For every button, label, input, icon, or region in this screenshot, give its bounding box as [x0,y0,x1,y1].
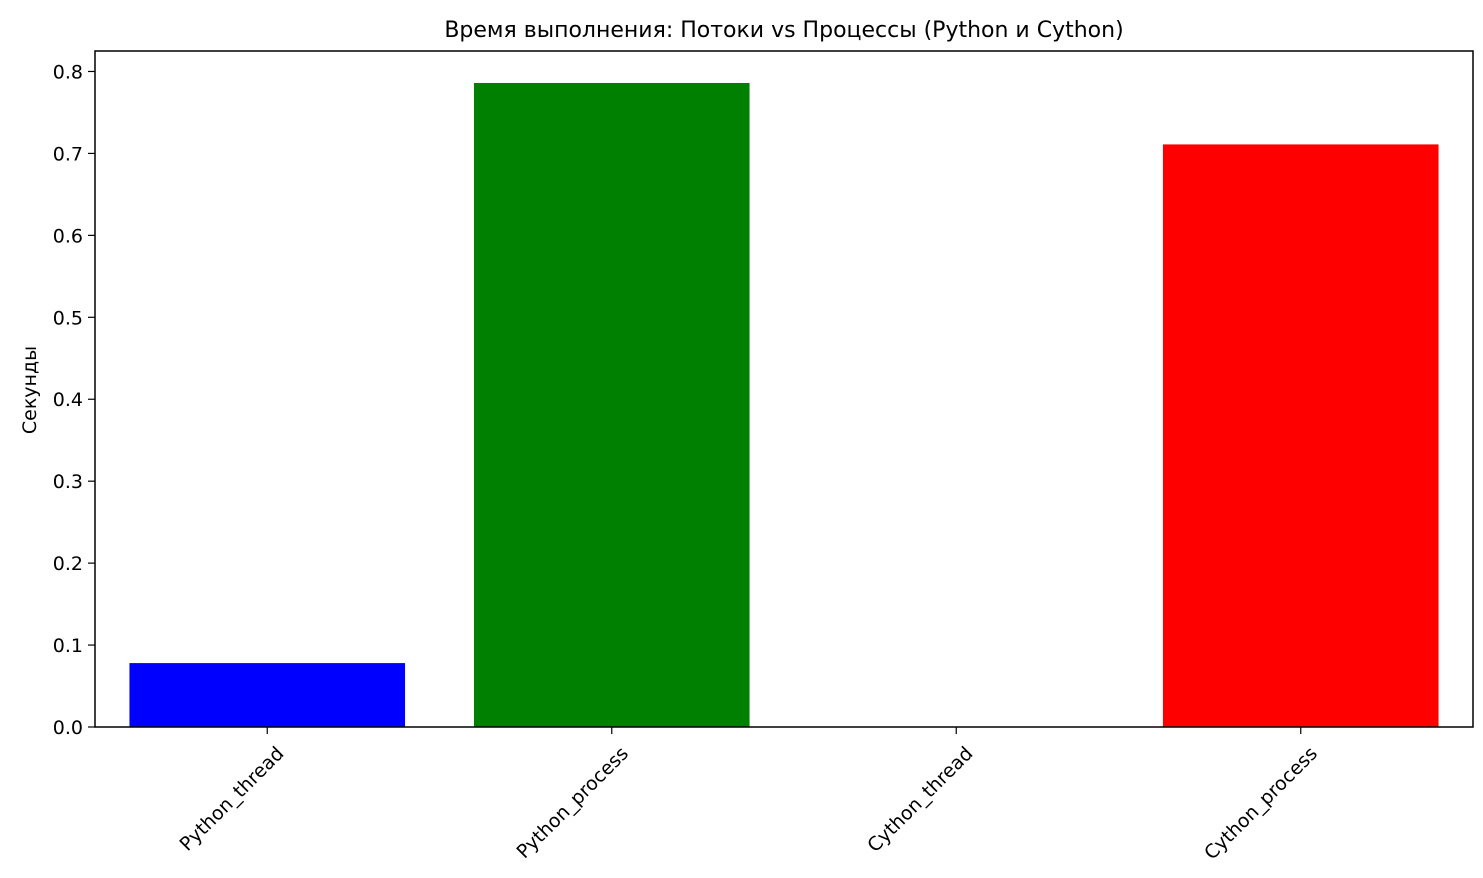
x-tick-label: Python_thread [176,743,289,856]
y-tick-label: 0.3 [53,471,83,493]
y-tick-label: 0.4 [53,389,83,411]
y-ticks: 0.0 0.1 0.2 0.3 0.4 0.5 0.6 0.7 0.8 [53,61,95,739]
x-tick-label: Python_process [512,743,632,863]
bar-cython-process [1163,144,1439,727]
x-ticks: Python_thread Python_process Cython_thread… [176,727,1322,864]
chart-title: Время выполнения: Потоки vs Процессы (Py… [444,18,1123,43]
y-tick-label: 0.1 [53,635,83,657]
y-tick-label: 0.2 [53,553,83,575]
bars-layer [129,83,1438,727]
y-axis-label: Секунды [19,346,41,434]
x-tick-label: Cython_process [1200,743,1322,865]
y-tick-label: 0.6 [53,225,83,247]
y-tick-label: 0.5 [53,307,83,329]
x-tick-label: Cython_thread [863,743,977,857]
bar-python-thread [129,663,405,727]
y-tick-label: 0.7 [53,143,83,165]
y-tick-label: 0.0 [53,717,83,739]
bar-python-process [474,83,750,727]
y-tick-label: 0.8 [53,61,83,83]
